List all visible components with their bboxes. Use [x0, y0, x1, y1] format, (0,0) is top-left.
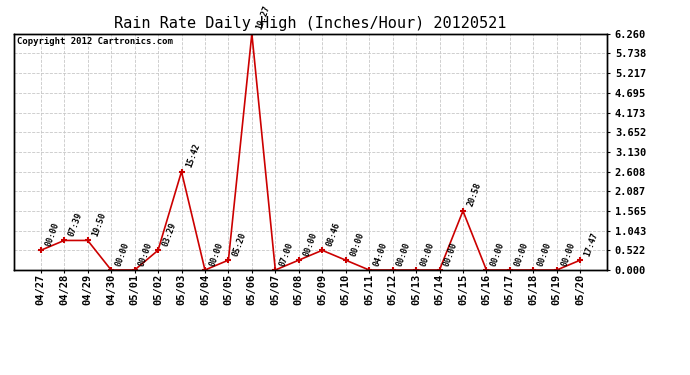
Text: 20:58: 20:58	[466, 182, 483, 208]
Text: 00:00: 00:00	[395, 241, 413, 267]
Text: 17:47: 17:47	[583, 231, 600, 257]
Text: 00:00: 00:00	[560, 241, 577, 267]
Text: 00:00: 00:00	[442, 241, 460, 267]
Text: 07:00: 07:00	[278, 241, 295, 267]
Text: 00:00: 00:00	[114, 241, 131, 267]
Text: 00:00: 00:00	[208, 241, 225, 267]
Text: 19:27: 19:27	[255, 4, 272, 31]
Text: 05:20: 05:20	[231, 231, 248, 257]
Text: 04:00: 04:00	[372, 241, 389, 267]
Text: 00:00: 00:00	[419, 241, 436, 267]
Text: 00:00: 00:00	[348, 231, 366, 257]
Text: 03:29: 03:29	[161, 221, 178, 248]
Text: 00:00: 00:00	[302, 231, 319, 257]
Text: 00:00: 00:00	[536, 241, 553, 267]
Title: Rain Rate Daily High (Inches/Hour) 20120521: Rain Rate Daily High (Inches/Hour) 20120…	[115, 16, 506, 31]
Text: 00:00: 00:00	[137, 241, 155, 267]
Text: Copyright 2012 Cartronics.com: Copyright 2012 Cartronics.com	[17, 37, 172, 46]
Text: 00:00: 00:00	[489, 241, 506, 267]
Text: 15:42: 15:42	[184, 142, 201, 169]
Text: 00:00: 00:00	[43, 221, 61, 248]
Text: 08:46: 08:46	[325, 221, 342, 248]
Text: 19:50: 19:50	[90, 211, 108, 238]
Text: 07:39: 07:39	[67, 211, 84, 238]
Text: 00:00: 00:00	[513, 241, 530, 267]
